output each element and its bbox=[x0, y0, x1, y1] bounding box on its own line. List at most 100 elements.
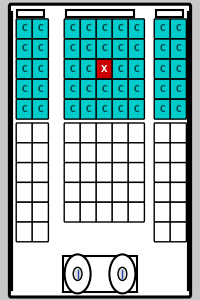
Text: C: C bbox=[159, 64, 165, 74]
FancyBboxPatch shape bbox=[96, 163, 112, 182]
FancyBboxPatch shape bbox=[112, 123, 128, 143]
FancyBboxPatch shape bbox=[80, 39, 96, 59]
Text: C: C bbox=[101, 24, 107, 33]
FancyBboxPatch shape bbox=[64, 19, 80, 39]
Text: C: C bbox=[175, 64, 181, 74]
Text: C: C bbox=[37, 44, 43, 53]
FancyBboxPatch shape bbox=[64, 99, 80, 119]
Text: C: C bbox=[21, 44, 27, 53]
Text: C: C bbox=[101, 85, 107, 94]
FancyBboxPatch shape bbox=[32, 39, 48, 59]
FancyBboxPatch shape bbox=[112, 39, 128, 59]
FancyBboxPatch shape bbox=[154, 163, 170, 182]
FancyBboxPatch shape bbox=[64, 182, 80, 202]
FancyBboxPatch shape bbox=[80, 123, 96, 143]
FancyBboxPatch shape bbox=[170, 143, 186, 163]
FancyBboxPatch shape bbox=[16, 143, 32, 163]
FancyBboxPatch shape bbox=[16, 222, 32, 242]
FancyBboxPatch shape bbox=[32, 123, 48, 143]
FancyBboxPatch shape bbox=[154, 222, 170, 242]
FancyBboxPatch shape bbox=[154, 39, 170, 59]
Text: C: C bbox=[85, 85, 91, 94]
FancyBboxPatch shape bbox=[128, 123, 144, 143]
Text: C: C bbox=[117, 105, 123, 114]
FancyBboxPatch shape bbox=[32, 79, 48, 99]
Bar bbox=[156, 10, 183, 16]
Text: C: C bbox=[69, 105, 75, 114]
FancyBboxPatch shape bbox=[170, 163, 186, 182]
FancyBboxPatch shape bbox=[64, 143, 80, 163]
FancyBboxPatch shape bbox=[170, 59, 186, 79]
FancyBboxPatch shape bbox=[154, 79, 170, 99]
Text: C: C bbox=[159, 24, 165, 33]
FancyBboxPatch shape bbox=[64, 39, 80, 59]
FancyBboxPatch shape bbox=[112, 99, 128, 119]
Text: C: C bbox=[85, 44, 91, 53]
Bar bbox=[63, 256, 137, 292]
Text: C: C bbox=[117, 24, 123, 33]
FancyBboxPatch shape bbox=[96, 182, 112, 202]
FancyBboxPatch shape bbox=[154, 123, 170, 143]
FancyBboxPatch shape bbox=[128, 143, 144, 163]
FancyBboxPatch shape bbox=[32, 222, 48, 242]
FancyBboxPatch shape bbox=[128, 59, 144, 79]
Text: C: C bbox=[21, 24, 27, 33]
FancyBboxPatch shape bbox=[112, 202, 128, 222]
FancyBboxPatch shape bbox=[128, 182, 144, 202]
Text: C: C bbox=[175, 85, 181, 94]
FancyBboxPatch shape bbox=[154, 182, 170, 202]
Bar bbox=[66, 10, 134, 16]
Circle shape bbox=[118, 267, 127, 280]
FancyBboxPatch shape bbox=[170, 202, 186, 222]
FancyBboxPatch shape bbox=[80, 59, 96, 79]
FancyBboxPatch shape bbox=[32, 59, 48, 79]
FancyBboxPatch shape bbox=[80, 99, 96, 119]
FancyBboxPatch shape bbox=[16, 182, 32, 202]
FancyBboxPatch shape bbox=[170, 39, 186, 59]
FancyBboxPatch shape bbox=[96, 19, 112, 39]
Text: C: C bbox=[133, 85, 139, 94]
FancyBboxPatch shape bbox=[96, 143, 112, 163]
Text: C: C bbox=[37, 85, 43, 94]
FancyBboxPatch shape bbox=[16, 19, 32, 39]
FancyBboxPatch shape bbox=[16, 163, 32, 182]
Text: C: C bbox=[85, 24, 91, 33]
FancyBboxPatch shape bbox=[80, 182, 96, 202]
Text: C: C bbox=[175, 24, 181, 33]
Text: C: C bbox=[133, 24, 139, 33]
Text: C: C bbox=[21, 105, 27, 114]
FancyBboxPatch shape bbox=[80, 163, 96, 182]
Text: C: C bbox=[21, 85, 27, 94]
Text: C: C bbox=[69, 44, 75, 53]
Text: C: C bbox=[69, 85, 75, 94]
FancyBboxPatch shape bbox=[96, 39, 112, 59]
Text: C: C bbox=[117, 44, 123, 53]
FancyBboxPatch shape bbox=[96, 123, 112, 143]
FancyBboxPatch shape bbox=[64, 163, 80, 182]
FancyBboxPatch shape bbox=[112, 79, 128, 99]
FancyBboxPatch shape bbox=[128, 99, 144, 119]
Text: C: C bbox=[37, 105, 43, 114]
Text: X: X bbox=[101, 64, 108, 74]
FancyBboxPatch shape bbox=[154, 19, 170, 39]
FancyBboxPatch shape bbox=[154, 143, 170, 163]
Text: C: C bbox=[21, 64, 27, 74]
FancyBboxPatch shape bbox=[154, 202, 170, 222]
FancyBboxPatch shape bbox=[112, 19, 128, 39]
FancyBboxPatch shape bbox=[64, 79, 80, 99]
FancyBboxPatch shape bbox=[154, 99, 170, 119]
FancyBboxPatch shape bbox=[128, 39, 144, 59]
FancyBboxPatch shape bbox=[16, 59, 32, 79]
Text: C: C bbox=[69, 24, 75, 33]
FancyBboxPatch shape bbox=[170, 19, 186, 39]
FancyBboxPatch shape bbox=[170, 79, 186, 99]
FancyBboxPatch shape bbox=[16, 79, 32, 99]
FancyBboxPatch shape bbox=[128, 19, 144, 39]
FancyBboxPatch shape bbox=[170, 222, 186, 242]
FancyBboxPatch shape bbox=[64, 123, 80, 143]
Text: C: C bbox=[175, 105, 181, 114]
FancyBboxPatch shape bbox=[154, 59, 170, 79]
FancyBboxPatch shape bbox=[112, 182, 128, 202]
Circle shape bbox=[73, 267, 82, 280]
FancyBboxPatch shape bbox=[16, 123, 32, 143]
